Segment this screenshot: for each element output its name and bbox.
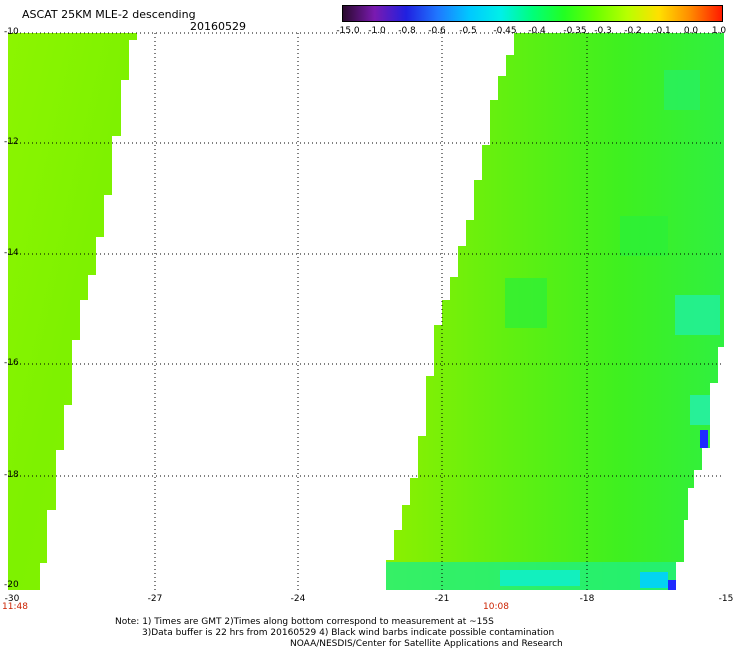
swath-time: 11:48 [2,602,28,612]
wind-patch [700,430,708,448]
map-title: ASCAT 25KM MLE-2 descending [22,8,196,21]
wind-patch [668,580,676,590]
note-line-2: 3)Data buffer is 22 hrs from 20160529 4)… [142,628,555,638]
lat-label: -20 [4,580,19,590]
wind-patch [500,570,580,586]
color-scale-label: -0.5 [459,26,477,36]
color-scale-label: -0.8 [398,26,416,36]
color-scale-label: -15.0 [336,26,360,36]
color-scale-labels: -15.0 -1.0 -0.8 -0.6 -0.5 -0.45 -0.4 -0.… [335,26,730,38]
lon-label: -30 [4,594,20,604]
color-scale-label: -0.2 [624,26,642,36]
color-scale-label: -0.45 [493,26,517,36]
map-date: 20160529 [190,20,246,33]
lon-label: -15 [718,594,734,604]
lat-label: -16 [4,358,19,368]
color-scale-label: 1.0 [711,26,727,36]
wind-patch [675,295,720,335]
lon-label: -21 [434,594,450,604]
wind-patch [640,572,668,588]
note-line-3: NOAA/NESDIS/Center for Satellite Applica… [290,639,563,649]
lat-label: -18 [4,470,19,480]
lat-label: -14 [4,248,19,258]
color-scale-label: -0.35 [563,26,587,36]
swath-time: 10:08 [483,602,509,612]
color-scale-label: 0.0 [683,26,699,36]
color-scale-label: -0.1 [653,26,671,36]
lon-label: -18 [579,594,595,604]
right-swath [386,33,724,590]
left-swath [8,33,137,590]
lat-label: -12 [4,137,19,147]
color-scale-label: -0.3 [594,26,612,36]
wind-patch [664,70,700,110]
color-scale-label: -0.4 [528,26,546,36]
color-scale-label: -1.0 [368,26,386,36]
wind-patch [620,216,668,256]
lon-label: -27 [147,594,163,604]
note-line-1: Note: 1) Times are GMT 2)Times along bot… [115,617,494,627]
lat-label: -10 [4,27,19,37]
wind-patch [690,395,710,425]
wind-patch [505,278,547,328]
grid [8,32,724,590]
color-scale-bar [342,5,723,22]
color-scale-label: -0.6 [428,26,446,36]
lon-label: -24 [290,594,306,604]
